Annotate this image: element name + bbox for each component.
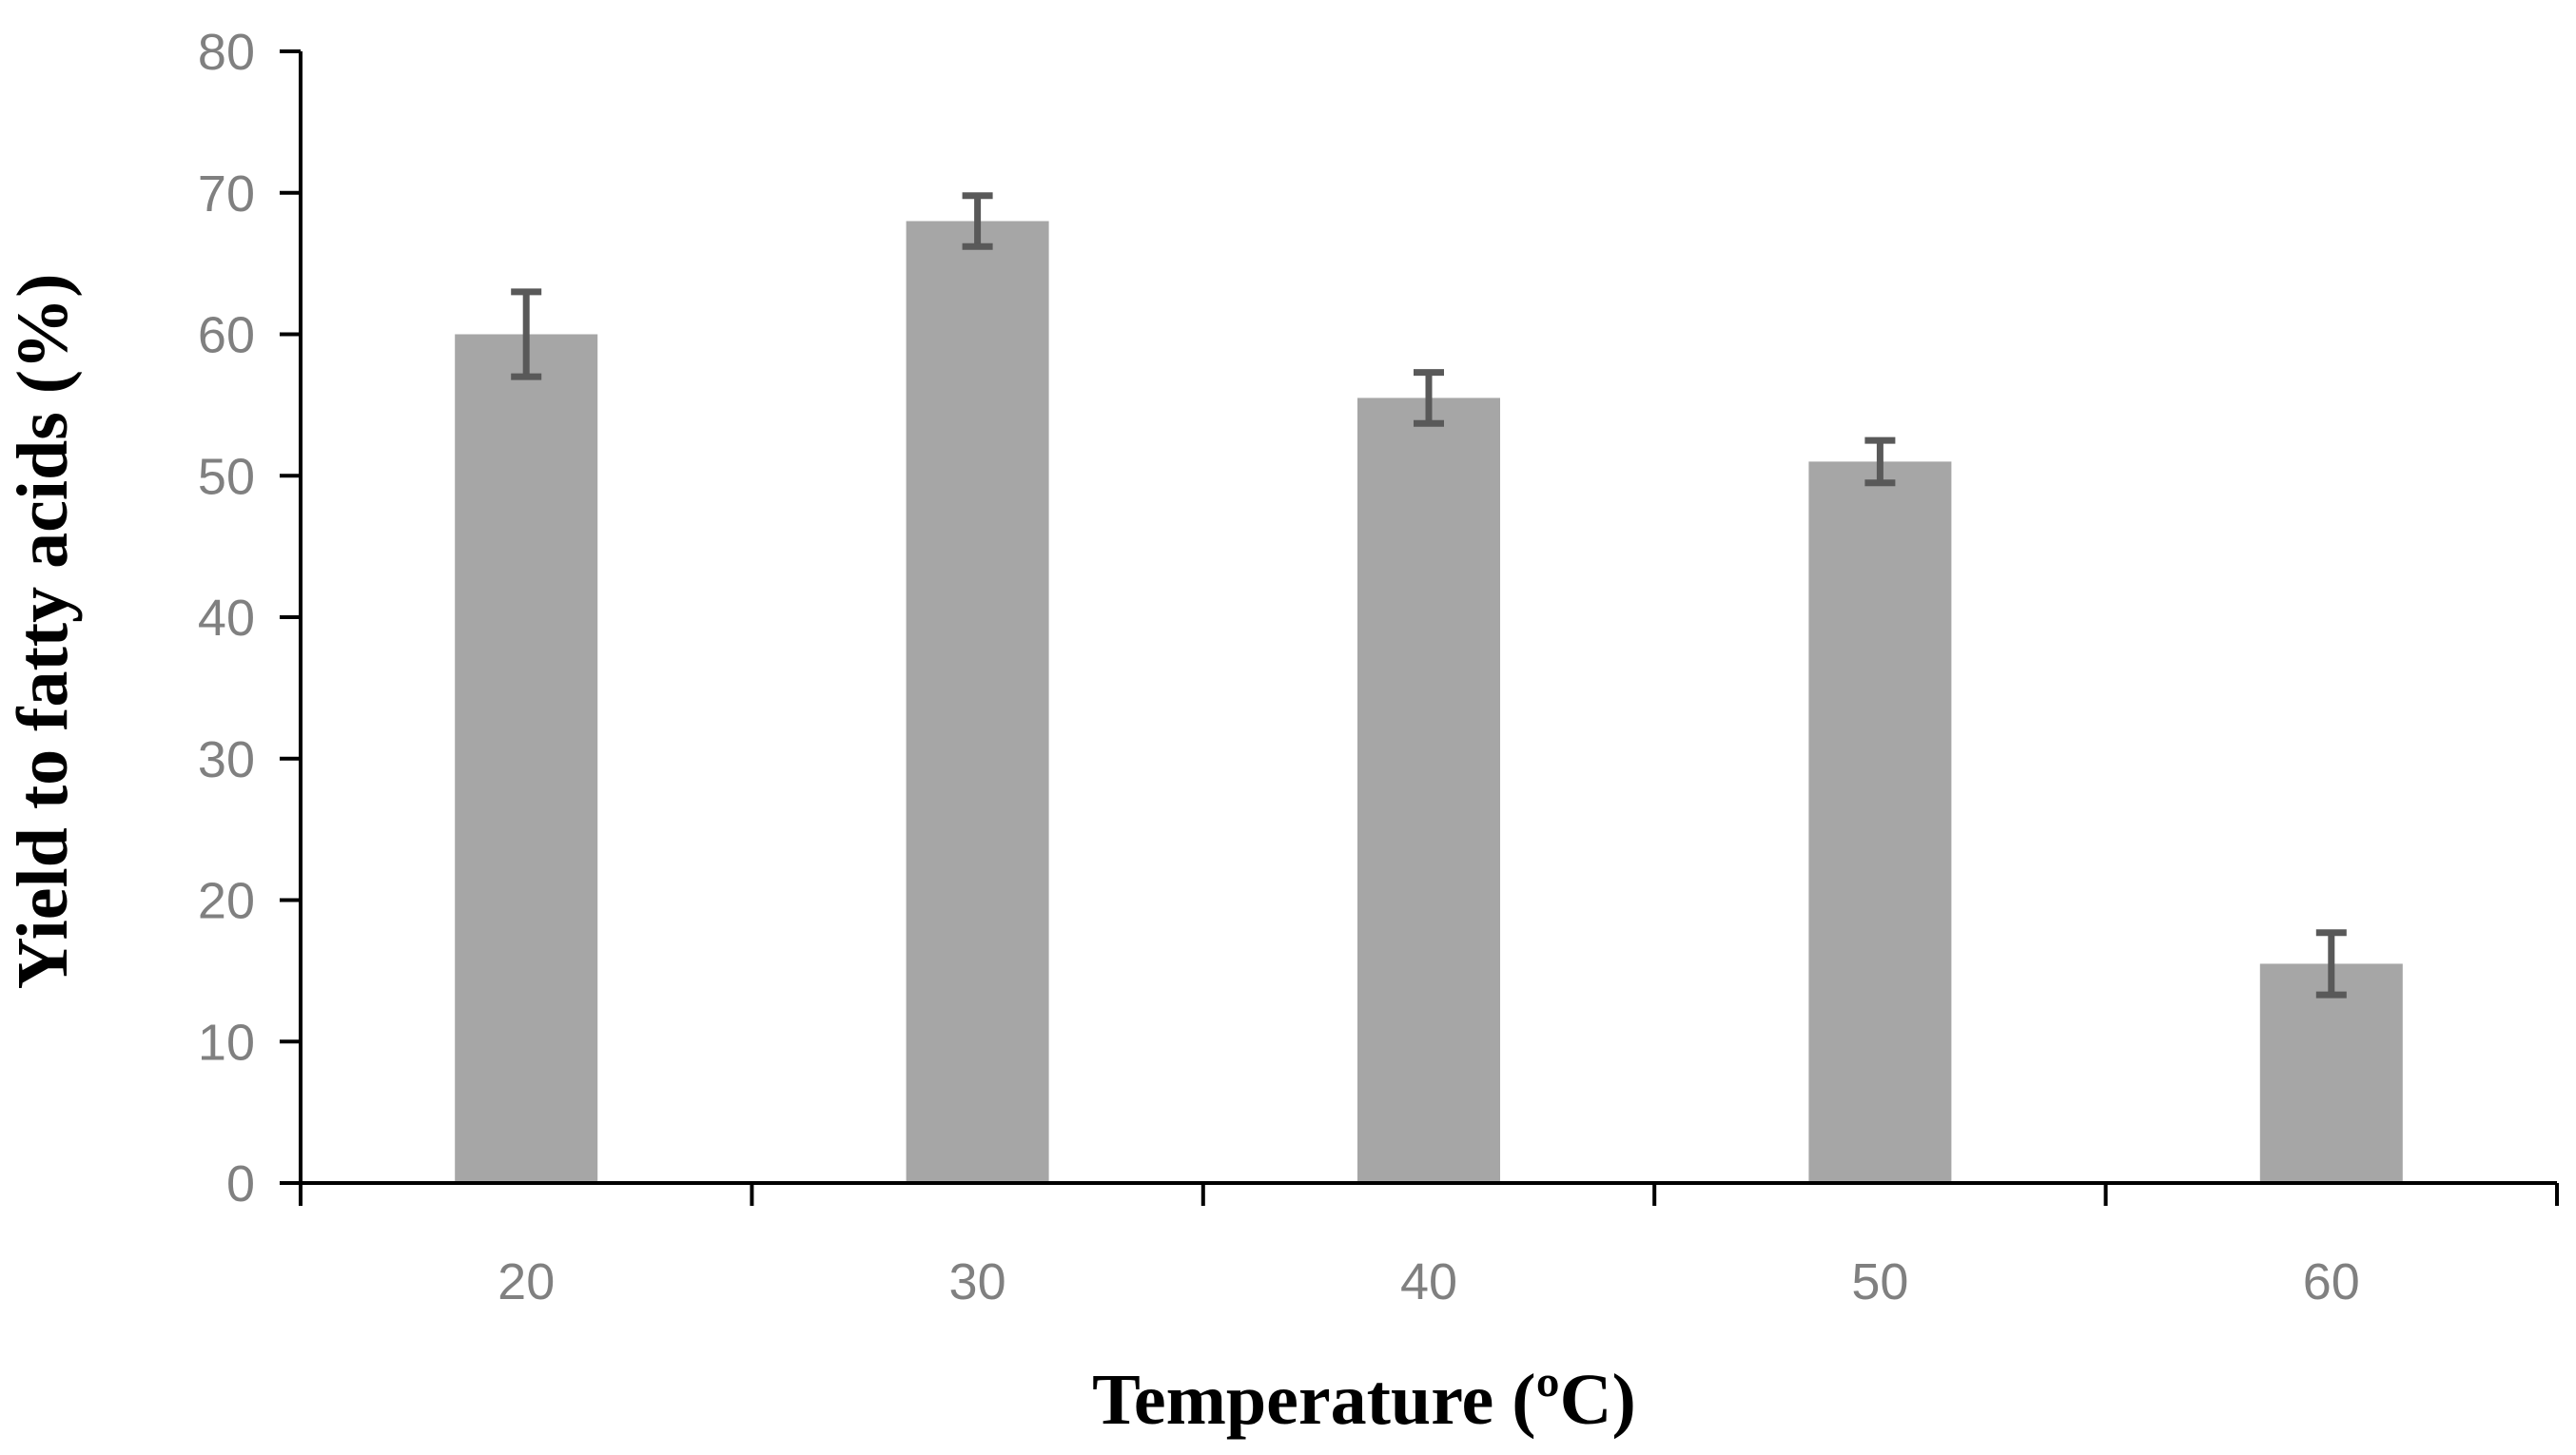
axes-group xyxy=(299,51,2557,1185)
y-tick-label: 70 xyxy=(198,165,255,223)
bar-50 xyxy=(1808,461,1952,1183)
bar-20 xyxy=(455,334,598,1183)
error-bar-50 xyxy=(1864,436,1896,487)
bar-60 xyxy=(2259,963,2403,1183)
x-tick-label: 60 xyxy=(2303,1253,2360,1310)
x-tick-label: 50 xyxy=(1851,1253,1908,1310)
y-tick-label: 0 xyxy=(226,1155,255,1212)
bar-40 xyxy=(1357,398,1500,1183)
error-bar-60 xyxy=(2315,929,2347,999)
y-tick-label: 60 xyxy=(198,307,255,364)
x-tick-label: 40 xyxy=(1400,1253,1457,1310)
x-tick-label: 30 xyxy=(949,1253,1006,1310)
error-bar-20 xyxy=(511,288,542,380)
y-tick-label: 10 xyxy=(198,1014,255,1071)
bars-group xyxy=(455,221,2403,1183)
y-axis-title: Yield to fatty acids (%) xyxy=(3,274,83,990)
y-tick-label: 20 xyxy=(198,873,255,930)
bar-30 xyxy=(906,221,1049,1183)
error-bar-30 xyxy=(962,192,993,250)
x-axis-ticks: 20 30 40 50 60 xyxy=(299,1183,2559,1310)
y-tick-label: 50 xyxy=(198,448,255,505)
y-tick-label: 40 xyxy=(198,590,255,647)
y-tick-label: 30 xyxy=(198,731,255,788)
y-axis-ticks: 0 10 20 30 40 50 60 70 80 xyxy=(198,24,301,1212)
x-axis-title: Temperature (ºC) xyxy=(1092,1360,1636,1440)
y-tick-label: 80 xyxy=(198,24,255,81)
x-tick-label: 20 xyxy=(498,1253,555,1310)
error-bar-40 xyxy=(1414,369,1444,427)
error-bars-group xyxy=(511,192,2347,999)
